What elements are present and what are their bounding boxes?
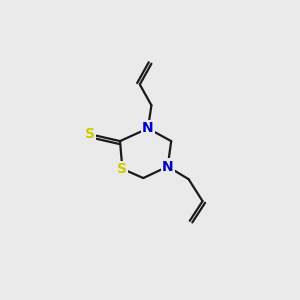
Text: N: N	[142, 122, 154, 135]
Text: N: N	[162, 160, 173, 173]
Text: S: S	[85, 127, 95, 141]
Text: S: S	[117, 162, 128, 176]
